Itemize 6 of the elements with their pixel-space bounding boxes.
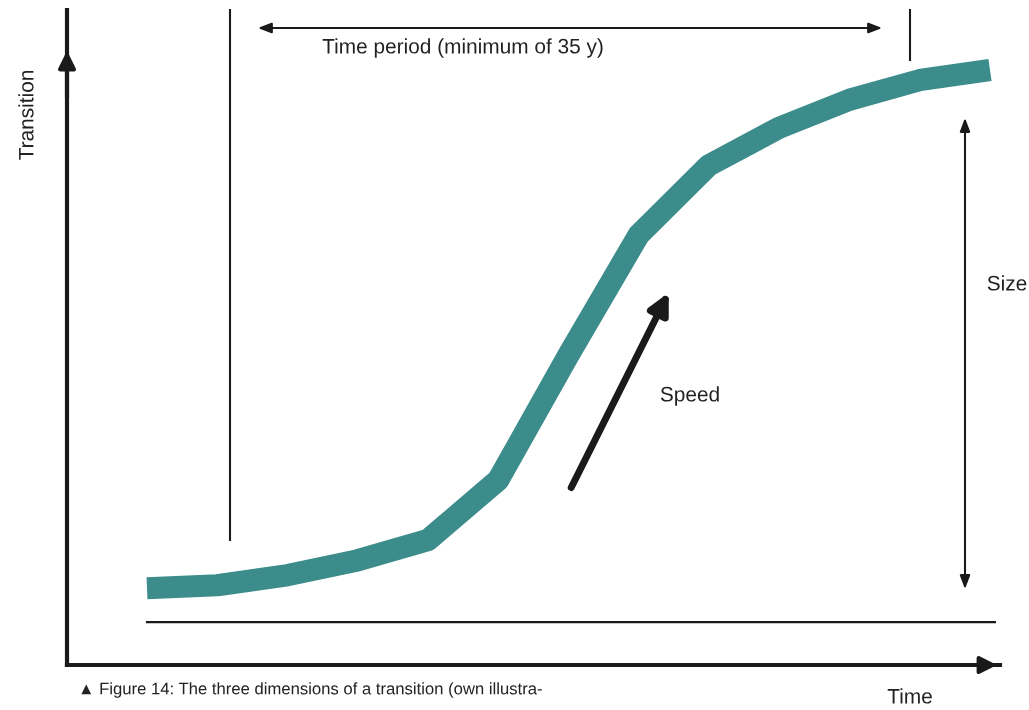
y-axis-title: Transition xyxy=(18,71,34,160)
x-axis-title: Time xyxy=(887,688,932,704)
annotation: Size xyxy=(987,275,1027,291)
text: ▲ Figure 14: The three dimensions of a transition (own illustra- xyxy=(81,682,542,698)
text: Time period (minimum of 35 y) xyxy=(322,38,603,58)
annotation: Speed xyxy=(660,386,719,406)
